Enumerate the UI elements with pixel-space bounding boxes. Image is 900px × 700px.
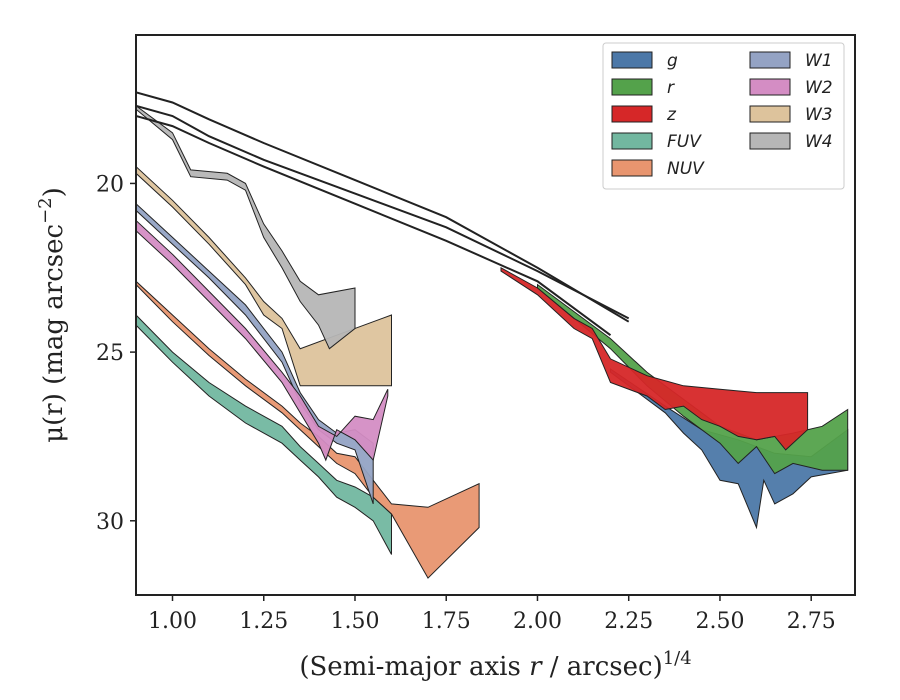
band-w4	[136, 105, 356, 350]
profile-line-1	[136, 91, 630, 323]
legend-label-w4: W4	[805, 132, 833, 152]
x-tick-label: 2.00	[513, 609, 562, 634]
band-w2	[136, 219, 389, 462]
y-axis-ticks: 20 25 30	[96, 172, 136, 535]
legend-swatch-r	[611, 78, 653, 96]
y-axis-label: μ(r) (mag arcsec−2)	[35, 187, 69, 443]
legend-swatch-z	[611, 105, 653, 123]
profile-line-3	[136, 115, 612, 337]
band-layer	[136, 105, 849, 579]
legend-swatch-g	[611, 51, 653, 69]
x-tick-label: 1.50	[330, 609, 379, 634]
band-nuv	[136, 280, 480, 579]
x-tick-label: 1.00	[148, 609, 197, 634]
band-w3	[136, 165, 392, 387]
band-w1	[136, 203, 374, 505]
legend-swatch-nuv	[611, 159, 653, 177]
legend-swatch-w1	[749, 51, 791, 69]
legend-swatch-w3	[749, 105, 791, 123]
x-tick-label: 1.75	[422, 609, 471, 634]
x-tick-label: 1.25	[239, 609, 288, 634]
legend-label-nuv: NUV	[667, 159, 705, 179]
legend-swatch-w2	[749, 78, 791, 96]
legend-label-z: z	[666, 105, 677, 125]
profile-line-layer	[136, 91, 630, 337]
legend-label-w1: W1	[805, 51, 833, 71]
band-z	[500, 266, 809, 451]
x-axis-ticks: 1.00 1.25 1.50 1.75 2.00 2.25 2.50 2.75	[148, 595, 836, 634]
x-tick-label: 2.50	[695, 609, 744, 634]
x-tick-label: 2.75	[787, 609, 836, 634]
legend-label-w3: W3	[805, 105, 833, 125]
legend-label-g: g	[667, 51, 678, 71]
legend-label-fuv: FUV	[667, 132, 702, 152]
x-tick-label: 2.25	[604, 609, 653, 634]
y-tick-label: 25	[96, 341, 124, 366]
legend: grz FUV NUV W1 W2 W3 W4	[602, 42, 845, 190]
legend-label-r: r	[667, 78, 675, 98]
y-tick-label: 20	[96, 172, 124, 197]
y-tick-label: 30	[96, 510, 124, 535]
band-r	[537, 283, 849, 475]
legend-swatch-w4	[749, 132, 791, 150]
band-fuv	[136, 314, 392, 555]
legend-label-w2: W2	[805, 78, 833, 98]
profile-line-2	[136, 104, 630, 320]
legend-swatch-fuv	[611, 132, 653, 150]
x-axis-label: (Semi-major axis r / arcsec)1/4	[299, 648, 691, 682]
plot-frame	[135, 34, 856, 596]
